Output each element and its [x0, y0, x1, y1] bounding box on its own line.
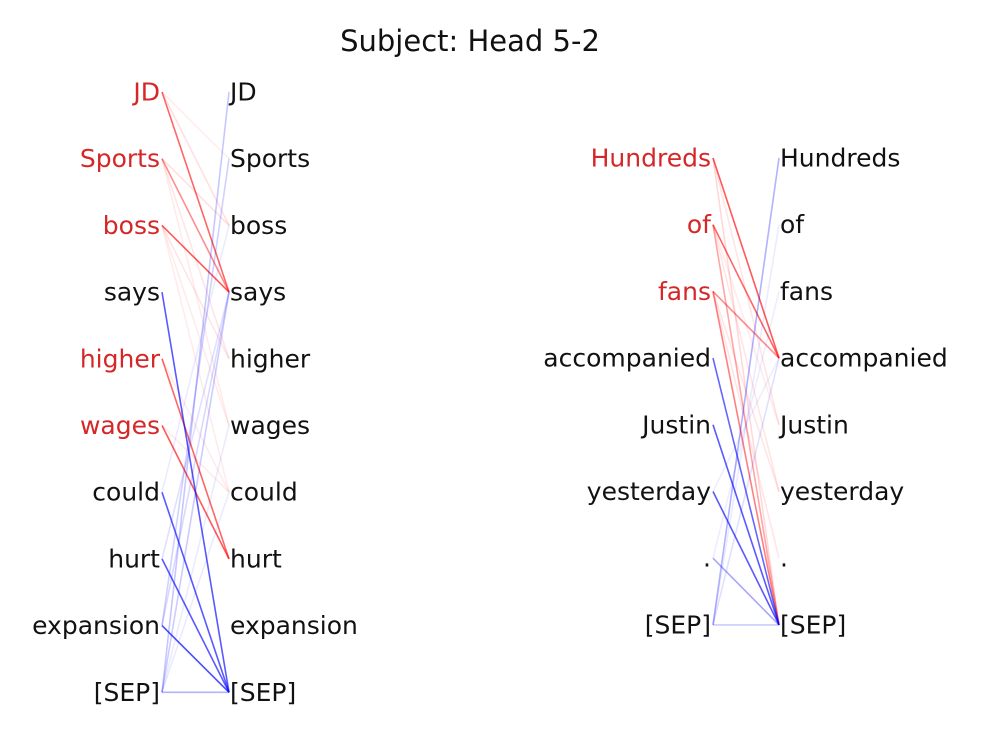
attention-edge: [712, 291, 780, 559]
attention-edge: [161, 291, 230, 693]
source-token-label: [SEP]: [645, 610, 711, 639]
target-token-label: fans: [780, 277, 833, 306]
target-token-label: of: [780, 210, 805, 239]
attention-edge: [712, 424, 780, 626]
target-token-label: wages: [230, 411, 310, 440]
attention-edge: [712, 224, 780, 426]
target-token-label: could: [230, 478, 298, 507]
target-token-label: boss: [230, 211, 287, 240]
target-token-label: .: [780, 544, 788, 573]
target-token-label: Justin: [778, 410, 849, 439]
target-token-label: hurt: [230, 544, 282, 573]
source-token-label: says: [104, 278, 160, 307]
target-token-label: higher: [230, 344, 311, 373]
attention-edge: [712, 224, 780, 492]
attention-edge: [712, 291, 780, 492]
source-token-label: hurt: [108, 544, 160, 573]
attention-edge: [712, 157, 780, 359]
attention-edge: [161, 358, 230, 560]
target-token-label: says: [230, 278, 286, 307]
source-token-label: wages: [80, 411, 160, 440]
figure-title: Subject: Head 5-2: [340, 24, 600, 58]
attention-edge: [712, 224, 780, 626]
attention-edge: [161, 558, 230, 693]
attention-edges: [712, 157, 780, 626]
attention-edge: [161, 491, 230, 693]
attention-edge: [161, 491, 230, 693]
attention-edge: [161, 158, 230, 293]
attention-edge: [161, 91, 230, 160]
attention-edge: [161, 291, 230, 626]
attention-edge: [161, 158, 230, 426]
attention-edge: [712, 357, 780, 626]
source-token-label: could: [92, 478, 160, 507]
target-token-label: yesterday: [780, 477, 904, 506]
attention-edge: [712, 291, 780, 626]
attention-edge: [161, 291, 230, 693]
source-token-label: Sports: [80, 144, 160, 173]
attention-edge: [712, 224, 780, 359]
attention-edge: [161, 158, 230, 626]
attention-edge: [161, 158, 230, 360]
attention-edge: [712, 291, 780, 559]
attention-edge: [712, 157, 780, 626]
source-token-label: of: [687, 210, 712, 239]
source-token-label: expansion: [32, 611, 160, 640]
source-token-label: Hundreds: [591, 144, 711, 173]
target-token-label: Hundreds: [780, 144, 900, 173]
attention-panel-2: Hundreds Hundreds of of fans fans accompanied a…: [543, 144, 947, 640]
attention-edge: [161, 291, 230, 560]
source-token-label: JD: [131, 78, 160, 107]
attention-edge: [712, 290, 780, 359]
attention-edge: [161, 424, 230, 493]
attention-edge: [712, 157, 780, 425]
source-token-label: fans: [658, 277, 711, 306]
source-token-label: boss: [103, 211, 160, 240]
source-token-label: yesterday: [587, 477, 711, 506]
source-token-label: .: [703, 544, 711, 573]
attention-edge: [161, 224, 230, 293]
attention-edge: [161, 225, 230, 493]
attention-edge: [161, 225, 230, 426]
source-token-label: [SEP]: [94, 678, 160, 707]
attention-edge: [161, 225, 230, 360]
target-token-label: expansion: [230, 611, 358, 640]
source-token-label: accompanied: [543, 344, 711, 373]
attention-edge: [712, 557, 780, 626]
target-token-label: JD: [228, 78, 257, 107]
attention-edge: [161, 425, 230, 693]
attention-edge: [161, 91, 230, 226]
source-token-label: higher: [80, 344, 161, 373]
target-token-label: Sports: [230, 144, 310, 173]
attention-edge: [161, 225, 230, 493]
attention-edge: [161, 358, 230, 493]
target-token-label: [SEP]: [780, 610, 846, 639]
target-token-label: accompanied: [780, 344, 948, 373]
attention-edge: [161, 158, 230, 226]
target-token-label: [SEP]: [230, 678, 296, 707]
source-token-label: Justin: [640, 410, 711, 439]
attention-edge: [712, 357, 780, 626]
attention-panel-1: JD JD Sports Sports boss boss says says higher hi…: [32, 78, 358, 707]
attention-edge: [161, 91, 230, 293]
attention-edge: [161, 625, 230, 693]
attention-edge: [712, 357, 780, 492]
attention-edge: [161, 91, 230, 693]
attention-edges: [161, 91, 230, 694]
attention-edge: [712, 224, 780, 626]
attention-edge: [712, 491, 780, 626]
attention-edge: [712, 157, 780, 626]
